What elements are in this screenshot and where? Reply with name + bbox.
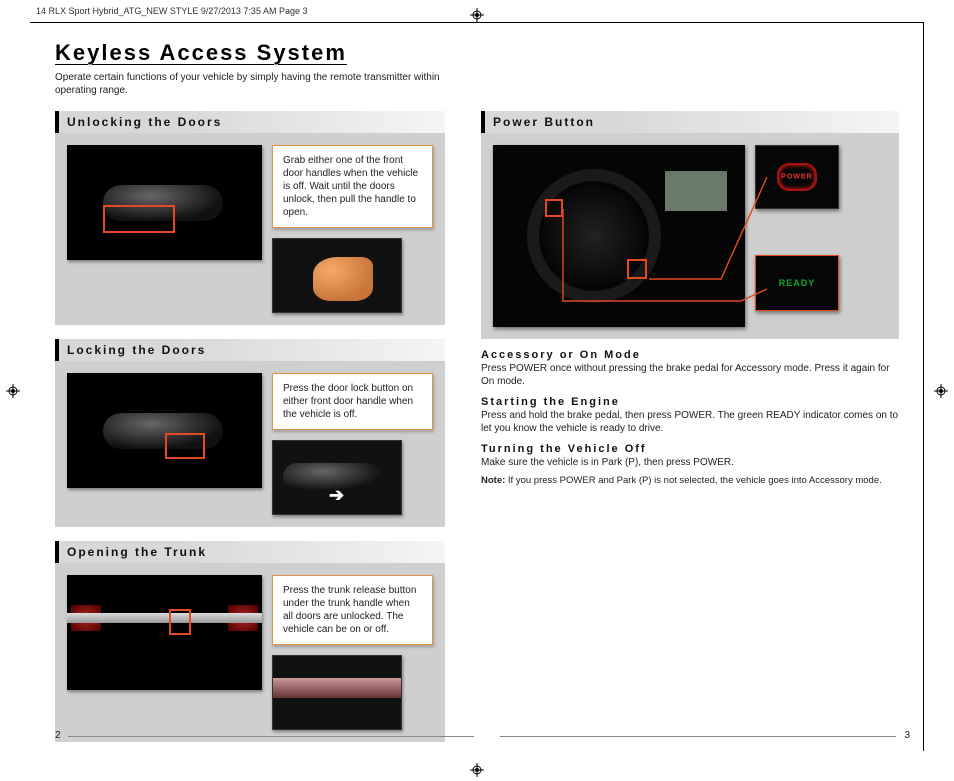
image-lock-button: ➔ [272,440,402,515]
highlight-box [627,259,647,279]
sub-heading: Turning the Vehicle Off [481,443,899,455]
panel-unlocking: Grab either one of the front door handle… [55,133,445,325]
page-rule [68,736,474,737]
sub-text: Make sure the vehicle is in Park (P), th… [481,456,899,469]
section-heading: Unlocking the Doors [67,115,222,129]
page-title: Keyless Access System [55,40,899,66]
right-column: Power Button POWER READY [481,111,899,756]
sub-text: Press and hold the brake pedal, then pre… [481,409,899,435]
image-door-handle [67,373,262,488]
registration-mark-icon [934,384,948,398]
highlight-box [165,433,205,459]
panel-power: POWER READY [481,133,899,339]
section-header-trunk: Opening the Trunk [55,541,445,563]
highlight-box [545,199,563,217]
subsection-off: Turning the Vehicle Off Make sure the ve… [481,443,899,469]
note-text: Note: If you press POWER and Park (P) is… [481,475,899,487]
section-header-power: Power Button [481,111,899,133]
image-power-button: POWER [755,145,839,209]
section-heading: Opening the Trunk [67,545,207,559]
image-trunk [67,575,262,690]
sub-heading: Accessory or On Mode [481,349,899,361]
note-label: Note: [481,475,505,486]
instruction-text: Press the trunk release button under the… [272,575,433,645]
image-dashboard [493,145,745,327]
highlight-box [169,609,191,635]
arrow-icon: ➔ [329,485,344,506]
subsection-accessory: Accessory or On Mode Press POWER once wi… [481,349,899,388]
image-ready-indicator: READY [755,255,839,311]
left-column: Unlocking the Doors Grab either one of t… [55,111,445,756]
power-button-label: POWER [781,174,812,181]
page-number-right: 3 [904,730,910,741]
highlight-box [103,205,175,233]
section-header-unlocking: Unlocking the Doors [55,111,445,133]
sub-heading: Starting the Engine [481,396,899,408]
ready-label: READY [779,278,816,288]
registration-mark-icon [470,763,484,777]
page-subtitle: Operate certain functions of your vehicl… [55,72,465,97]
subsection-starting: Starting the Engine Press and hold the b… [481,396,899,435]
instruction-text: Grab either one of the front door handle… [272,145,433,228]
image-trunk-detail [272,655,402,730]
page-rule-top [30,22,924,23]
registration-mark-icon [470,8,484,22]
note-body: If you press POWER and Park (P) is not s… [505,475,881,486]
page-number-left: 2 [55,730,61,741]
section-heading: Power Button [493,115,595,129]
document-slug: 14 RLX Sport Hybrid_ATG_NEW STYLE 9/27/2… [36,6,307,16]
page-rule-right [923,22,924,751]
instruction-text: Press the door lock button on either fro… [272,373,433,430]
image-hand-grab [272,238,402,313]
sub-text: Press POWER once without pressing the br… [481,362,899,388]
section-header-locking: Locking the Doors [55,339,445,361]
page-rule [500,736,896,737]
panel-trunk: Press the trunk release button under the… [55,563,445,742]
registration-mark-icon [6,384,20,398]
panel-locking: Press the door lock button on either fro… [55,361,445,527]
image-door-handle [67,145,262,260]
section-heading: Locking the Doors [67,343,206,357]
